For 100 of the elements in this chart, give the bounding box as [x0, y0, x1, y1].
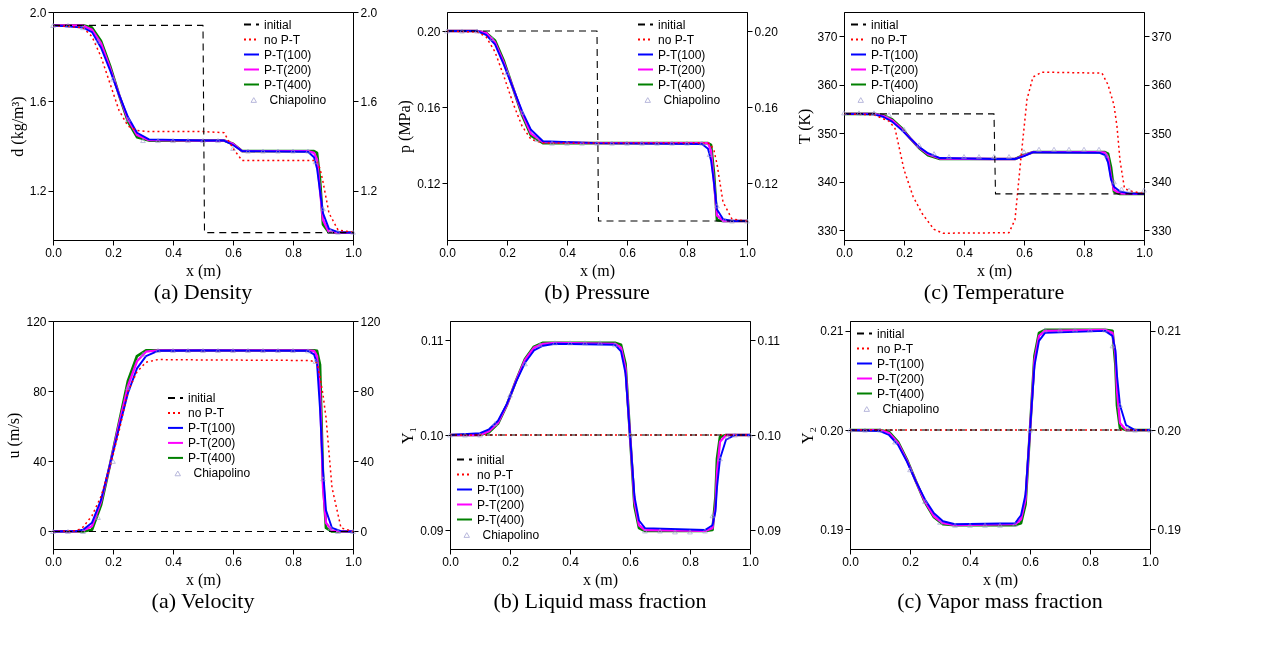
y-tick-label: 0.09 — [420, 523, 444, 538]
legend-label: P-T(400) — [264, 77, 312, 92]
point — [946, 154, 952, 160]
text: (a) Velocity — [151, 588, 255, 613]
x-tick-label: 0.0 — [442, 554, 460, 569]
point — [504, 70, 510, 76]
x-tick-label: 0.4 — [559, 245, 577, 260]
point — [305, 148, 311, 154]
y2-tick-label: 370 — [1151, 29, 1172, 44]
y2-tick-label: 0.10 — [757, 428, 782, 443]
y-tick-label: 0.20 — [820, 423, 844, 438]
point — [1057, 327, 1063, 333]
point — [1109, 343, 1116, 349]
y-axis-title: u (m/s) — [5, 412, 24, 459]
x-tick-label: 0.4 — [962, 554, 980, 569]
point — [1102, 327, 1108, 333]
point — [320, 476, 326, 482]
x-axis-title: x (m) — [982, 570, 1019, 589]
x-tick-label: 0.4 — [956, 245, 974, 260]
legend-label: P-T(100) — [877, 356, 925, 371]
point — [709, 513, 716, 519]
point — [1012, 521, 1018, 527]
x-tick-label: 0.8 — [285, 245, 303, 260]
point — [714, 203, 720, 209]
legend-label: no P-T — [188, 405, 225, 420]
legend-label: P-T(400) — [477, 512, 525, 527]
point — [639, 140, 645, 146]
point — [80, 25, 86, 31]
point — [537, 342, 543, 348]
point — [609, 140, 615, 146]
x-tick-label: 0.0 — [45, 554, 63, 569]
x-tick-label: 1.0 — [1142, 554, 1160, 569]
point — [732, 432, 738, 438]
point — [522, 361, 528, 367]
point — [245, 347, 251, 353]
legend-label: Chiapolino — [482, 528, 540, 542]
point — [627, 432, 633, 438]
y2-tick-label: 1.2 — [360, 184, 378, 199]
point — [1103, 152, 1110, 158]
point — [892, 439, 898, 445]
point — [80, 528, 86, 534]
y-tick-label: 2.0 — [29, 5, 47, 20]
point — [50, 22, 56, 28]
point — [721, 217, 728, 223]
y2-tick-label: 120 — [360, 314, 381, 329]
y-tick-label: 340 — [817, 175, 838, 190]
x-tick-label: 0.8 — [285, 554, 303, 569]
point — [982, 522, 988, 528]
point — [549, 140, 555, 146]
legend-label: Chiapolino — [663, 93, 721, 107]
point — [230, 347, 236, 353]
x-tick-label: 0.8 — [1076, 245, 1094, 260]
point — [567, 340, 573, 346]
x-tick-label: 0.4 — [165, 245, 183, 260]
point — [462, 432, 468, 438]
point — [320, 206, 326, 212]
point — [140, 138, 146, 144]
legend-label: no P-T — [871, 32, 908, 47]
legend-label: no P-T — [477, 467, 514, 482]
point — [687, 529, 693, 535]
x-tick-label: 0.6 — [622, 554, 640, 569]
y-tick-label: 1.2 — [29, 184, 47, 199]
point — [260, 347, 266, 353]
point — [350, 229, 356, 235]
legend-label: P-T(100) — [477, 482, 525, 497]
point — [699, 140, 705, 146]
y2-tick-label: 80 — [360, 384, 375, 399]
point — [952, 522, 958, 528]
legend-label: Chiapolino — [269, 93, 327, 107]
x-tick-label: 1.0 — [345, 245, 363, 260]
point — [1021, 149, 1027, 155]
x-axis-title: x (m) — [976, 261, 1013, 280]
point — [729, 218, 735, 224]
point — [275, 148, 281, 154]
legend-label: P-T(200) — [188, 435, 236, 450]
legend-label: P-T(400) — [188, 450, 236, 465]
text: (b) Liquid mass fraction — [493, 588, 707, 613]
point — [327, 525, 334, 531]
x-tick-label: 0.2 — [896, 245, 914, 260]
x-tick-label: 0.6 — [225, 245, 243, 260]
point — [612, 342, 618, 348]
point — [937, 519, 943, 525]
legend-label: P-T(100) — [871, 47, 919, 62]
point — [976, 154, 982, 160]
point — [862, 427, 868, 433]
y2-tick-label: 2.0 — [360, 5, 378, 20]
legend-label: P-T(200) — [658, 62, 706, 77]
x-tick-label: 0.0 — [439, 245, 457, 260]
point — [642, 528, 648, 534]
point — [856, 110, 862, 116]
point — [654, 140, 660, 146]
legend-label: P-T(400) — [877, 386, 925, 401]
point — [669, 140, 675, 146]
legend-label: initial — [188, 390, 216, 405]
legend-label: P-T(200) — [871, 62, 919, 77]
y-axis-title: d (kg/m³) — [8, 96, 27, 157]
text: (c) Temperature — [923, 279, 1065, 304]
x-tick-label: 0.2 — [499, 245, 517, 260]
text: (c) Vapor mass fraction — [897, 588, 1103, 613]
point — [1117, 402, 1123, 408]
